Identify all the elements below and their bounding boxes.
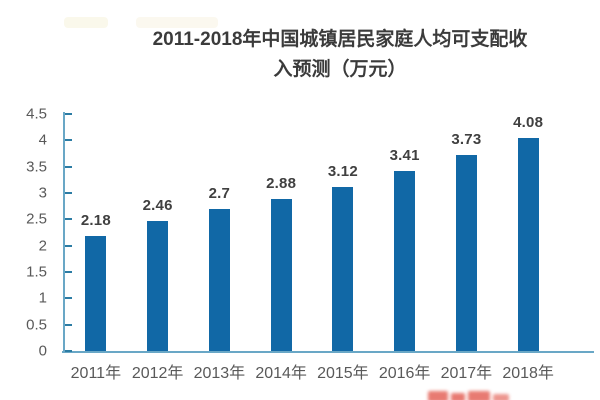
y-tick-label: 1.5: [26, 263, 47, 281]
bar: [517, 138, 539, 351]
y-tick-mark: [65, 244, 72, 247]
y-tick-label: 0.5: [26, 316, 47, 334]
chart-title-line2: 入预测（万元）: [273, 59, 407, 80]
bar-group: 2.18: [65, 114, 127, 351]
scan-artifact-smudge: [136, 17, 218, 28]
bar: [332, 186, 354, 351]
bar-value-label: 2.18: [80, 212, 111, 230]
x-axis-label: 2011年: [70, 365, 122, 382]
bar-value-label: 4.08: [513, 114, 544, 131]
bar-value-label: 3.41: [389, 147, 420, 165]
bar-group: 2.88: [250, 114, 312, 351]
watermark-blob: [493, 394, 509, 400]
bar-value-label: 3.12: [327, 162, 358, 180]
bar: [147, 221, 169, 351]
y-tick-label: 2: [38, 237, 47, 255]
x-axis-label: 2017年: [440, 365, 493, 382]
watermark-blob: [451, 393, 465, 400]
y-tick-mark: [65, 271, 72, 273]
bar-value-label: 3.73: [451, 130, 482, 148]
x-axis-label: 2015年: [317, 365, 369, 382]
bar-value-label: 2.46: [142, 197, 173, 215]
bar: [208, 208, 230, 351]
bar: [270, 199, 292, 351]
y-tick-mark: [65, 297, 72, 300]
bar-value-label: 2.7: [208, 184, 231, 202]
x-axis-labels: 2011年 2012年 2013年 2014年 2015年 2016年 2017年 2018年: [65, 359, 559, 383]
bar: [85, 236, 107, 351]
watermark-blob: [428, 391, 448, 400]
watermark-remnant: [428, 391, 528, 400]
y-tick-mark: [65, 139, 72, 142]
plot-area: 0 0.5 1 1.5 2 2.5 3 3.5 4 4.5 2.18 2.46 2.7 2.88 3.12…: [26, 106, 594, 382]
bar-value-label: 2.88: [266, 175, 297, 193]
y-axis-line: [63, 112, 65, 351]
y-tick-mark: [65, 350, 72, 352]
y-tick-mark: [65, 192, 72, 194]
bar-group: 2.46: [127, 114, 189, 351]
bar: [455, 154, 477, 351]
watermark-blob: [468, 391, 490, 400]
y-tick-label: 4.5: [26, 105, 47, 123]
y-tick-label: 3: [38, 184, 47, 202]
x-axis-label: 2016年: [378, 365, 431, 382]
x-axis-label: 2018年: [502, 365, 554, 382]
y-tick-mark: [65, 113, 72, 115]
bars-container: 2.18 2.46 2.7 2.88 3.12 3.41 3.73 4.08: [65, 114, 559, 351]
y-tick-label: 4: [38, 131, 47, 149]
x-axis-label: 2013年: [193, 365, 246, 382]
chart-title-line1: 2011-2018年中国城镇居民家庭人均可支配收: [152, 29, 528, 50]
chart-title: 2011-2018年中国城镇居民家庭人均可支配收 入预测（万元）: [90, 25, 590, 85]
x-axis-label: 2014年: [255, 365, 307, 382]
bar-group: 3.41: [374, 114, 436, 351]
x-axis-label: 2012年: [131, 365, 184, 382]
y-tick-label: 0: [38, 342, 47, 360]
x-axis-line: [62, 351, 594, 353]
bar-group: 4.08: [497, 114, 559, 351]
y-tick-mark: [65, 165, 72, 168]
bar: [394, 171, 416, 351]
y-tick-label: 3.5: [26, 158, 47, 176]
bar-group: 3.73: [436, 114, 498, 351]
bar-group: 2.7: [189, 114, 251, 351]
y-tick-label: 2.5: [26, 210, 47, 228]
y-tick-mark: [65, 323, 72, 326]
y-tick-label: 1: [38, 289, 47, 307]
y-tick-mark: [65, 218, 72, 221]
scan-artifact-smudge: [64, 17, 108, 28]
bar-group: 3.12: [312, 114, 374, 351]
